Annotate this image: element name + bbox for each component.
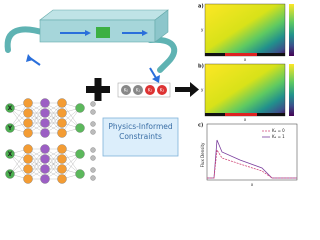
neuron — [5, 149, 15, 159]
connection — [44, 102, 63, 134]
connection — [44, 148, 63, 180]
neuron — [23, 108, 33, 118]
neuron — [40, 98, 50, 108]
parameter-frame — [117, 82, 171, 98]
neuron — [40, 164, 50, 174]
output-node — [90, 167, 96, 173]
panel-b: b) y x — [198, 63, 294, 122]
neuron — [5, 169, 15, 179]
neuron — [23, 98, 33, 108]
y-label: y — [201, 27, 204, 32]
parameter-label: K₀ — [124, 88, 129, 93]
neuron — [23, 144, 33, 154]
output-node — [90, 155, 96, 161]
input-label: X — [8, 105, 13, 112]
x-label: x — [244, 117, 247, 122]
output-node — [90, 109, 96, 115]
heatmap — [204, 3, 286, 57]
electrode — [225, 53, 257, 56]
parameter-node — [145, 85, 155, 95]
parameter-label: K₁ — [136, 88, 141, 93]
connection — [9, 148, 29, 175]
panel-a: a) y x — [198, 3, 294, 62]
neuron — [57, 144, 67, 154]
channel-illustration — [4, 9, 178, 83]
parameter-label: K₂ — [148, 88, 153, 93]
legend-entry: Kₑ = 0 — [272, 128, 285, 133]
panel-label: b) — [198, 64, 204, 70]
neuron — [57, 118, 67, 128]
connection — [27, 102, 46, 134]
curve — [207, 148, 297, 179]
neuron — [57, 164, 67, 174]
panel-c: c) Kₑ = 0 Kₑ = 1 Flux Density x — [198, 123, 298, 187]
connection — [61, 107, 81, 134]
neuron — [23, 174, 33, 184]
x-label: x — [244, 57, 247, 62]
plot-area — [206, 123, 298, 181]
constraints-text: Physics-Informed Constraints — [108, 122, 173, 141]
neuron — [75, 169, 85, 179]
input-label: Y — [7, 125, 13, 132]
neuron — [40, 144, 50, 154]
colorbar — [289, 64, 294, 116]
connection — [9, 102, 29, 129]
heatmap — [204, 63, 286, 117]
panel-label: c) — [198, 123, 203, 129]
output-node — [90, 101, 96, 107]
output-node — [90, 129, 96, 135]
output-node — [90, 175, 96, 181]
output-node — [90, 121, 96, 127]
neuron — [57, 98, 67, 108]
legend-entry: Kₑ = 1 — [272, 134, 285, 139]
parameter-node — [133, 85, 143, 95]
output-node — [90, 147, 96, 153]
constraints-wrap: Physics-Informed Constraints — [108, 122, 173, 141]
neuron — [57, 154, 67, 164]
panel-label: a) — [198, 4, 204, 10]
constraints-box — [102, 117, 179, 157]
neuron — [23, 118, 33, 128]
y-label: y — [201, 87, 204, 92]
connection — [27, 148, 46, 180]
neuron — [40, 128, 50, 138]
parameter-node — [157, 85, 167, 95]
electrode — [225, 113, 257, 116]
neuron — [57, 108, 67, 118]
parameter-node — [121, 85, 131, 95]
neural-networks: X Y X Y — [5, 98, 96, 184]
neuron — [5, 123, 15, 133]
x-label: x — [251, 182, 254, 187]
parameter-label: K₃ — [160, 88, 165, 93]
neuron — [23, 164, 33, 174]
plus-sign — [86, 78, 110, 101]
neuron — [40, 118, 50, 128]
connection — [61, 153, 81, 180]
neuron — [40, 108, 50, 118]
neuron — [23, 128, 33, 138]
neuron — [75, 149, 85, 159]
parameter-nodes: K₀ K₁ K₂ K₃ — [117, 82, 171, 98]
neuron — [23, 154, 33, 164]
neuron — [40, 174, 50, 184]
input-label: X — [8, 151, 13, 158]
graphical-abstract: K₀ K₁ K₂ K₃ X Y X Y Physics-Informed Constrain… — [4, 3, 298, 187]
y-label: Flux Density — [200, 142, 205, 167]
neuron — [75, 123, 85, 133]
input-label: Y — [7, 171, 13, 178]
colorbar — [289, 4, 294, 56]
neuron — [57, 174, 67, 184]
neuron — [5, 103, 15, 113]
neuron — [57, 128, 67, 138]
neuron — [40, 154, 50, 164]
neuron — [75, 103, 85, 113]
right-arrow — [175, 82, 199, 97]
